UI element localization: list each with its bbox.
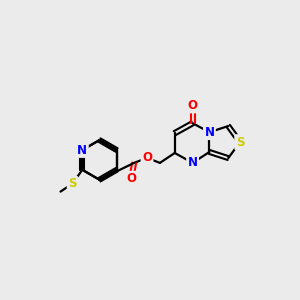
Text: S: S <box>236 136 244 148</box>
Text: N: N <box>188 156 198 170</box>
Text: S: S <box>68 177 77 190</box>
Text: O: O <box>126 172 136 185</box>
Text: O: O <box>142 152 152 164</box>
Text: N: N <box>77 143 87 157</box>
Text: O: O <box>188 99 198 112</box>
Text: N: N <box>204 126 214 139</box>
